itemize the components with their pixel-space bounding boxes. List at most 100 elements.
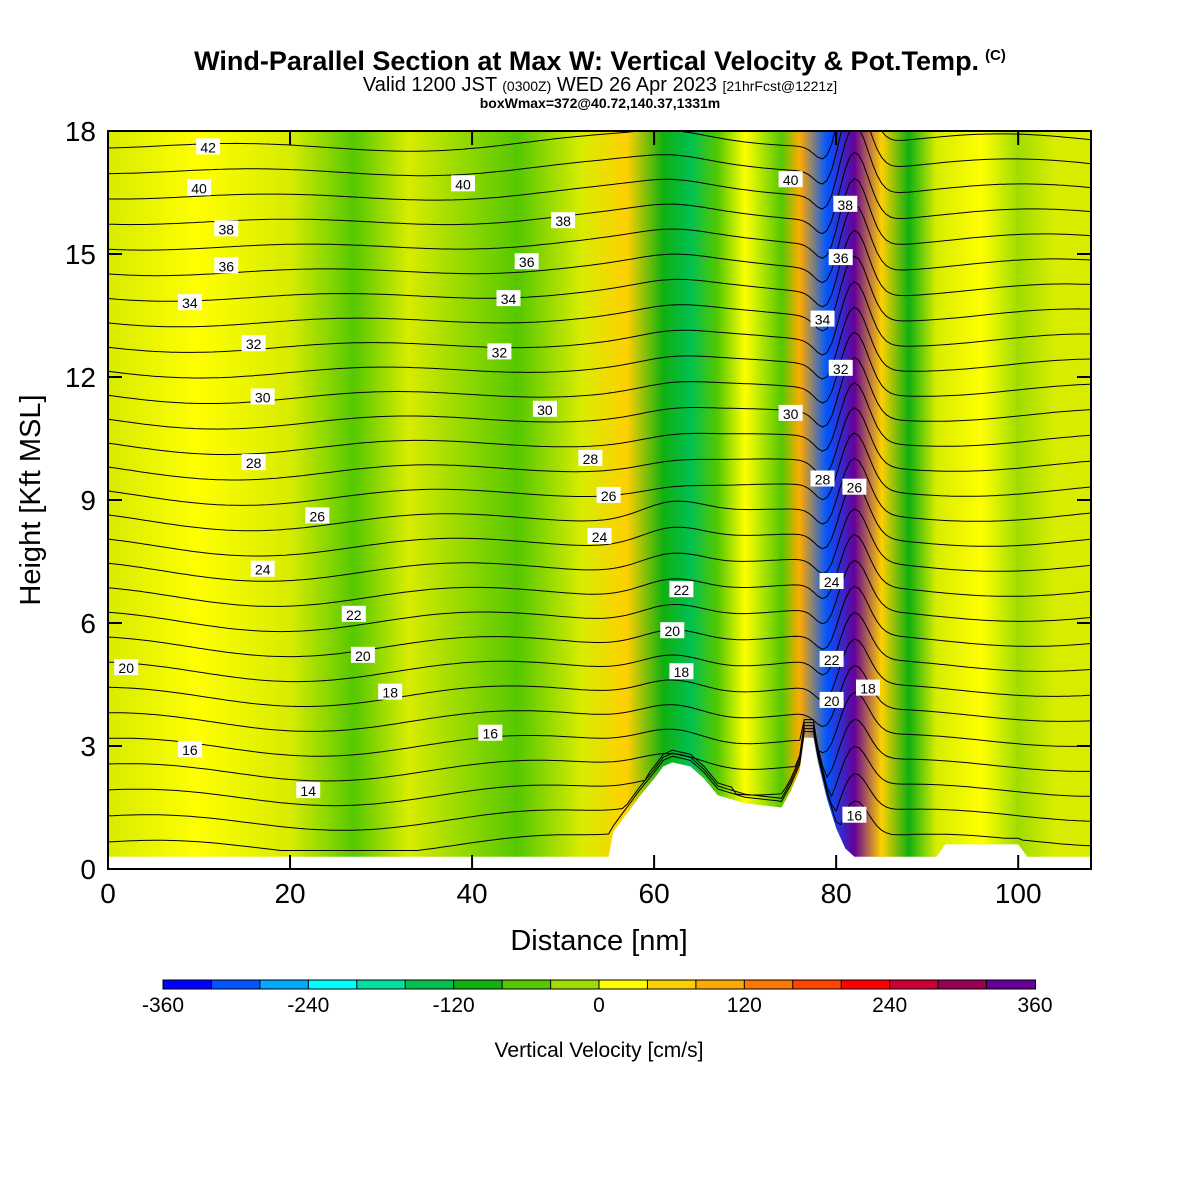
theta-line-15 xyxy=(108,728,1091,831)
theta-line-38 xyxy=(108,177,1091,259)
theta-label-bg xyxy=(451,175,475,192)
theta-label-36: 18 xyxy=(669,663,694,680)
theta-label-20: 28 xyxy=(578,450,603,467)
theta-label-text: 34 xyxy=(815,312,831,328)
theta-label-text: 20 xyxy=(118,660,134,676)
chart-subtitle-box: boxWmax=372@40.72,140.37,1331m xyxy=(479,95,721,111)
colorbar-box-6 xyxy=(453,979,504,990)
colorbar-tick-label-1: -240 xyxy=(287,994,329,1017)
colorbar-box-9 xyxy=(598,979,649,990)
theta-label-33: 20 xyxy=(660,622,685,639)
theta-label-bg xyxy=(305,507,330,524)
theta-line-30 xyxy=(108,382,1091,456)
theta-label-11: 34 xyxy=(496,290,521,307)
title-block: Wind-Parallel Section at Max W: Vertical… xyxy=(0,42,1200,111)
theta-label-6: 38 xyxy=(833,195,858,213)
theta-label-bg xyxy=(810,470,835,487)
theta-line-25 xyxy=(108,508,1091,582)
theta-label-40: 16 xyxy=(842,806,867,824)
theta-label-bg xyxy=(514,253,539,270)
theta-line-14 xyxy=(108,731,1091,851)
theta-line-27 xyxy=(108,457,1091,532)
theta-label-bg xyxy=(296,782,321,799)
colorbar-box-15 xyxy=(889,979,940,990)
theta-label-text: 36 xyxy=(219,258,235,274)
theta-label-text: 18 xyxy=(860,681,876,697)
theta-label-bg xyxy=(778,404,803,421)
colorbar-box-1 xyxy=(210,979,261,990)
theta-label-24: 26 xyxy=(842,478,867,496)
theta-label-bg xyxy=(828,359,853,376)
theta-label-text: 32 xyxy=(833,361,849,377)
theta-label-23: 26 xyxy=(596,486,621,504)
theta-line-40 xyxy=(108,131,1091,210)
theta-label-text: 20 xyxy=(665,623,681,639)
theta-label-bg xyxy=(378,683,403,700)
colorbar-box-4 xyxy=(356,979,407,990)
theta-label-2: 40 xyxy=(451,175,475,192)
colorbar-tick-label-4: 120 xyxy=(727,994,762,1017)
theta-label-bg xyxy=(856,679,880,696)
theta-line-41 xyxy=(108,131,1091,185)
theta-label-bg xyxy=(241,454,266,471)
theta-label-35: 18 xyxy=(378,683,403,701)
theta-label-text: 42 xyxy=(200,139,216,155)
theta-label-bg xyxy=(819,573,844,589)
theta-line-37 xyxy=(108,203,1091,284)
theta-line-23 xyxy=(108,559,1091,633)
colorbar-box-16 xyxy=(937,979,988,990)
theta-label-21: 28 xyxy=(810,470,835,488)
theta-label-17: 30 xyxy=(532,400,557,418)
theta-line-16 xyxy=(108,725,1091,807)
theta-label-bg xyxy=(833,195,858,212)
theta-label-text: 32 xyxy=(246,336,262,352)
theta-label-bg xyxy=(578,450,603,466)
theta-label-4: 38 xyxy=(214,220,239,237)
theta-label-bg xyxy=(250,388,275,405)
theta-label-text: 20 xyxy=(355,648,371,664)
theta-label-bg xyxy=(551,212,576,229)
chart-title-text: Wind-Parallel Section at Max W: Vertical… xyxy=(194,46,980,76)
theta-line-20 xyxy=(108,638,1091,707)
x-tick-label-2: 40 xyxy=(456,878,487,909)
theta-label-text: 34 xyxy=(501,291,517,307)
theta-label-bg xyxy=(596,486,621,503)
theta-label-text: 28 xyxy=(815,472,831,488)
x-axis-label: Distance [nm] xyxy=(510,925,687,957)
colorbar-tick-label-3: 0 xyxy=(593,994,605,1017)
theta-label-bg xyxy=(114,659,139,676)
theta-label-text: 36 xyxy=(833,250,849,266)
theta-line-24 xyxy=(108,534,1091,607)
theta-line-35 xyxy=(108,255,1091,332)
theta-line-39 xyxy=(108,151,1091,235)
theta-label-text: 40 xyxy=(455,176,471,192)
x-tick-label-5: 100 xyxy=(995,878,1042,909)
theta-label-bg xyxy=(214,220,239,237)
theta-label-bg xyxy=(350,646,375,663)
theta-label-34: 20 xyxy=(819,691,844,709)
theta-label-27: 24 xyxy=(819,573,844,590)
theta-label-bg xyxy=(819,650,844,667)
theta-label-text: 24 xyxy=(255,562,271,578)
theta-label-bg xyxy=(669,581,694,598)
theta-label-bg xyxy=(496,290,521,307)
theta-label-26: 24 xyxy=(587,527,612,545)
theta-label-text: 22 xyxy=(346,607,362,623)
colorbar-box-5 xyxy=(404,979,455,990)
theta-label-text: 20 xyxy=(824,693,840,709)
x-axis: 0 20 40 60 80 100 xyxy=(100,131,1042,909)
theta-label-7: 36 xyxy=(214,257,239,274)
subtitle-forecast: [21hrFcst@1221z] xyxy=(722,78,838,94)
theta-label-8: 36 xyxy=(514,253,539,270)
theta-label-text: 18 xyxy=(382,685,398,701)
theta-label-text: 30 xyxy=(783,406,799,422)
theta-line-19 xyxy=(108,665,1091,732)
colorbar-box-17 xyxy=(986,979,1036,990)
copyright-mark: (C) xyxy=(985,47,1006,64)
theta-label-3: 40 xyxy=(778,171,803,188)
theta-label-39: 16 xyxy=(478,724,503,742)
theta-label-bg xyxy=(196,138,221,155)
x-tick-label-4: 80 xyxy=(821,878,852,909)
theta-label-bg xyxy=(587,527,612,544)
